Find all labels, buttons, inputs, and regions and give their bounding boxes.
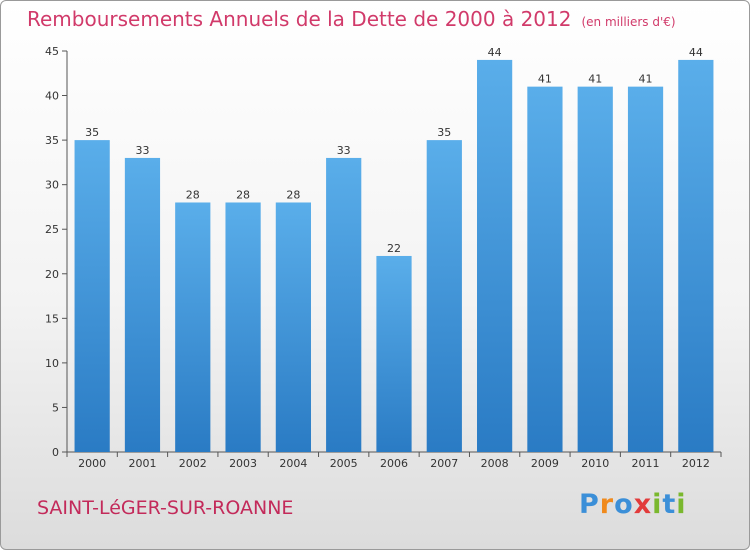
bar-value-label: 41: [639, 73, 653, 86]
bar-value-label: 28: [236, 188, 250, 201]
x-tick-label: 2008: [481, 457, 509, 470]
logo-letter: i: [676, 489, 687, 520]
bar: [326, 157, 362, 452]
logo-letter: i: [652, 489, 663, 520]
bar-value-label: 41: [538, 73, 552, 86]
x-tick-label: 2003: [229, 457, 257, 470]
x-tick-label: 2010: [581, 457, 609, 470]
chart-title: Remboursements Annuels de la Dette de 20…: [27, 7, 676, 31]
proxiti-logo: Proxiti: [579, 489, 687, 520]
chart-axes: 0 5 10 15 20 25 30 35 40 45 2000 2001 2002 2003 2004 20…: [45, 45, 722, 470]
x-tick-label: 2011: [632, 457, 660, 470]
bar: [577, 86, 613, 453]
bar-value-label: 41: [588, 73, 602, 86]
bar-value-label: 28: [186, 188, 200, 201]
bar: [225, 202, 261, 452]
bar: [426, 140, 462, 452]
chart-bars: [74, 59, 714, 453]
bar-value-label: 35: [437, 126, 451, 139]
chart-title-text: Remboursements Annuels de la Dette de 20…: [27, 7, 572, 31]
bar-value-label: 33: [337, 144, 351, 157]
chart-unit: (en milliers d'€): [581, 15, 676, 29]
bar-value-label: 22: [387, 242, 401, 255]
bar: [376, 255, 412, 452]
x-tick-label: 2009: [531, 457, 559, 470]
bar: [74, 140, 110, 452]
x-tick-label: 2001: [128, 457, 156, 470]
y-tick-label: 40: [45, 90, 59, 103]
y-tick-label: 5: [52, 401, 59, 414]
bar: [275, 202, 311, 452]
x-tick-label: 2000: [78, 457, 106, 470]
bar-value-label: 33: [135, 144, 149, 157]
logo-letter: x: [633, 489, 653, 520]
x-tick-label: 2005: [330, 457, 358, 470]
bar-value-label: 28: [286, 188, 300, 201]
y-tick-label: 45: [45, 45, 59, 58]
y-tick-label: 20: [45, 268, 59, 281]
x-tick-label: 2006: [380, 457, 408, 470]
logo-letter: P: [579, 489, 600, 520]
y-tick-label: 25: [45, 223, 59, 236]
bar: [678, 59, 714, 453]
bar: [477, 59, 513, 453]
x-tick-label: 2007: [430, 457, 458, 470]
x-tick-label: 2012: [682, 457, 710, 470]
y-tick-label: 10: [45, 357, 59, 370]
logo-letter: o: [614, 489, 634, 520]
y-tick-label: 0: [52, 446, 59, 459]
bar-value-label: 44: [689, 46, 703, 59]
y-tick-label: 30: [45, 179, 59, 192]
y-tick-label: 15: [45, 312, 59, 325]
bar: [124, 157, 161, 452]
bar: [527, 86, 563, 453]
bar: [627, 86, 664, 453]
x-tick-label: 2004: [279, 457, 307, 470]
bar-value-label: 35: [85, 126, 99, 139]
x-tick-label: 2002: [179, 457, 207, 470]
y-tick-label: 35: [45, 134, 59, 147]
logo-letter: r: [599, 489, 615, 520]
chart-value-labels: 35 33 28 28 28 33 22 35 44 41 41 41 44: [85, 46, 703, 255]
bar: [175, 202, 211, 452]
commune-name: SAINT-LéGER-SUR-ROANNE: [37, 497, 294, 519]
bar-value-label: 44: [488, 46, 502, 59]
logo-letter: t: [662, 489, 677, 520]
